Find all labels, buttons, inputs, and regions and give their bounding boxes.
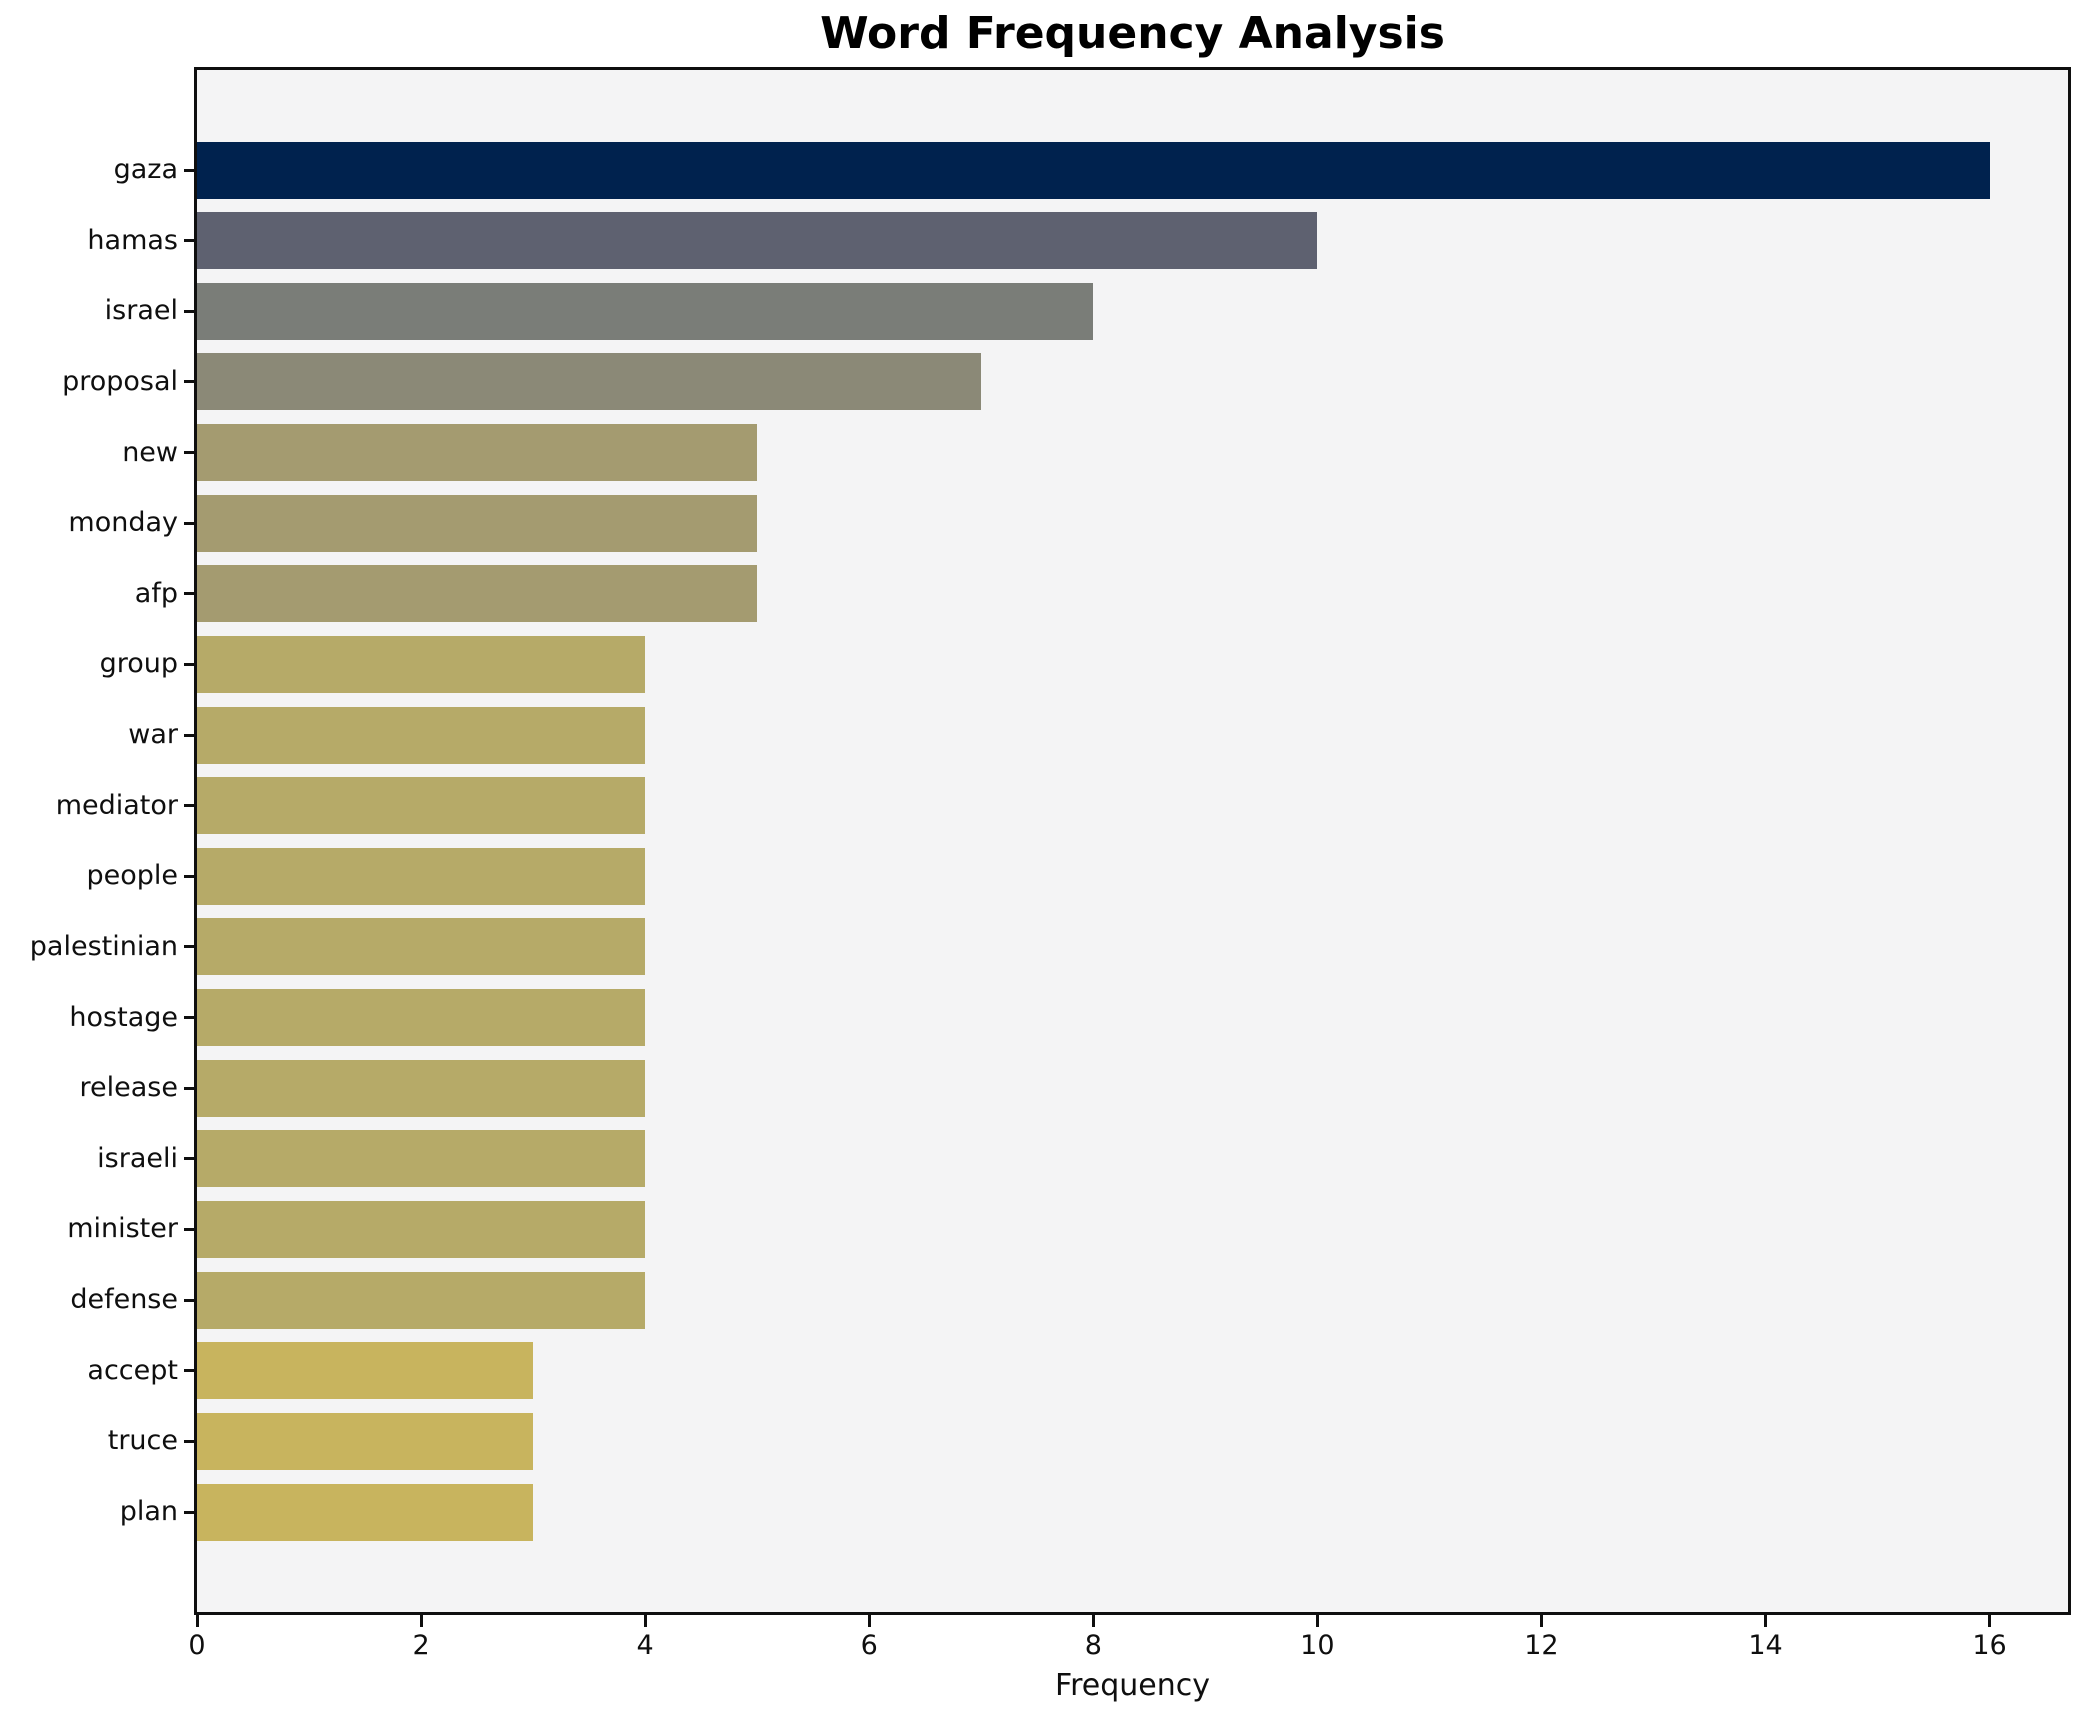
ytick-label-palestinian: palestinian: [29, 930, 178, 962]
xtick-mark-6: [867, 1615, 871, 1627]
ytick-label-group: group: [99, 648, 178, 680]
bar-plan: [197, 1483, 533, 1541]
bar-people: [197, 847, 645, 905]
ytick-label-war: war: [128, 719, 178, 751]
ytick-mark-plan: [184, 1510, 194, 1514]
xtick-label-4: 4: [636, 1630, 654, 1661]
xtick-mark-4: [643, 1615, 647, 1627]
bar-monday: [197, 494, 757, 552]
ytick-label-defense: defense: [70, 1284, 178, 1316]
ytick-label-hamas: hamas: [87, 224, 178, 256]
ytick-label-afp: afp: [134, 577, 178, 609]
ytick-label-israeli: israeli: [97, 1142, 178, 1174]
xtick-mark-16: [1988, 1615, 1992, 1627]
x-axis-label: Frequency: [1055, 1668, 1210, 1703]
ytick-label-truce: truce: [107, 1425, 178, 1457]
bar-war: [197, 706, 645, 764]
ytick-label-people: people: [86, 860, 178, 892]
bar-gaza: [197, 141, 1990, 199]
ytick-label-proposal: proposal: [62, 365, 178, 397]
ytick-label-minister: minister: [67, 1213, 178, 1245]
ytick-label-plan: plan: [119, 1496, 178, 1527]
bar-palestinian: [197, 918, 645, 976]
ytick-mark-gaza: [184, 168, 194, 172]
xtick-label-14: 14: [1748, 1630, 1783, 1661]
bar-hamas: [197, 212, 1317, 270]
bar-release: [197, 1059, 645, 1117]
ytick-mark-hostage: [184, 1016, 194, 1020]
ytick-mark-monday: [184, 521, 194, 525]
ytick-label-mediator: mediator: [55, 789, 178, 821]
bar-group: [197, 635, 645, 693]
ytick-mark-palestinian: [184, 945, 194, 949]
plot-area: [194, 67, 2071, 1615]
ytick-mark-war: [184, 733, 194, 737]
bar-accept: [197, 1342, 533, 1400]
chart-title: Word Frequency Analysis: [820, 8, 1445, 59]
xtick-mark-8: [1091, 1615, 1095, 1627]
ytick-mark-defense: [184, 1298, 194, 1302]
ytick-mark-people: [184, 874, 194, 878]
bar-defense: [197, 1271, 645, 1329]
ytick-label-gaza: gaza: [113, 154, 178, 185]
ytick-label-release: release: [79, 1072, 178, 1104]
ytick-mark-proposal: [184, 380, 194, 384]
ytick-mark-minister: [184, 1227, 194, 1231]
ytick-mark-israeli: [184, 1157, 194, 1161]
ytick-label-hostage: hostage: [69, 1001, 178, 1033]
bar-hostage: [197, 989, 645, 1047]
ytick-mark-accept: [184, 1369, 194, 1373]
xtick-mark-10: [1315, 1615, 1319, 1627]
bar-minister: [197, 1200, 645, 1258]
ytick-label-new: new: [122, 436, 178, 468]
ytick-mark-truce: [184, 1439, 194, 1443]
xtick-mark-0: [195, 1615, 199, 1627]
xtick-label-16: 16: [1972, 1630, 2007, 1661]
ytick-mark-release: [184, 1086, 194, 1090]
ytick-label-monday: monday: [68, 507, 178, 539]
xtick-label-12: 12: [1524, 1630, 1559, 1661]
bar-mediator: [197, 777, 645, 835]
ytick-label-accept: accept: [87, 1354, 178, 1386]
ytick-mark-israel: [184, 309, 194, 313]
xtick-mark-2: [419, 1615, 423, 1627]
ytick-mark-hamas: [184, 239, 194, 243]
bar-proposal: [197, 353, 981, 411]
bar-israeli: [197, 1130, 645, 1188]
xtick-label-10: 10: [1300, 1630, 1335, 1661]
xtick-label-0: 0: [188, 1630, 206, 1661]
ytick-mark-new: [184, 451, 194, 455]
xtick-label-2: 2: [412, 1630, 430, 1661]
bar-truce: [197, 1412, 533, 1470]
ytick-label-israel: israel: [104, 295, 178, 327]
ytick-mark-group: [184, 662, 194, 666]
xtick-mark-12: [1539, 1615, 1543, 1627]
xtick-label-6: 6: [860, 1630, 878, 1661]
ytick-mark-mediator: [184, 804, 194, 808]
xtick-label-8: 8: [1084, 1630, 1102, 1661]
bar-new: [197, 424, 757, 482]
bar-israel: [197, 282, 1093, 340]
bar-afp: [197, 565, 757, 623]
xtick-mark-14: [1764, 1615, 1767, 1627]
ytick-mark-afp: [184, 592, 194, 596]
